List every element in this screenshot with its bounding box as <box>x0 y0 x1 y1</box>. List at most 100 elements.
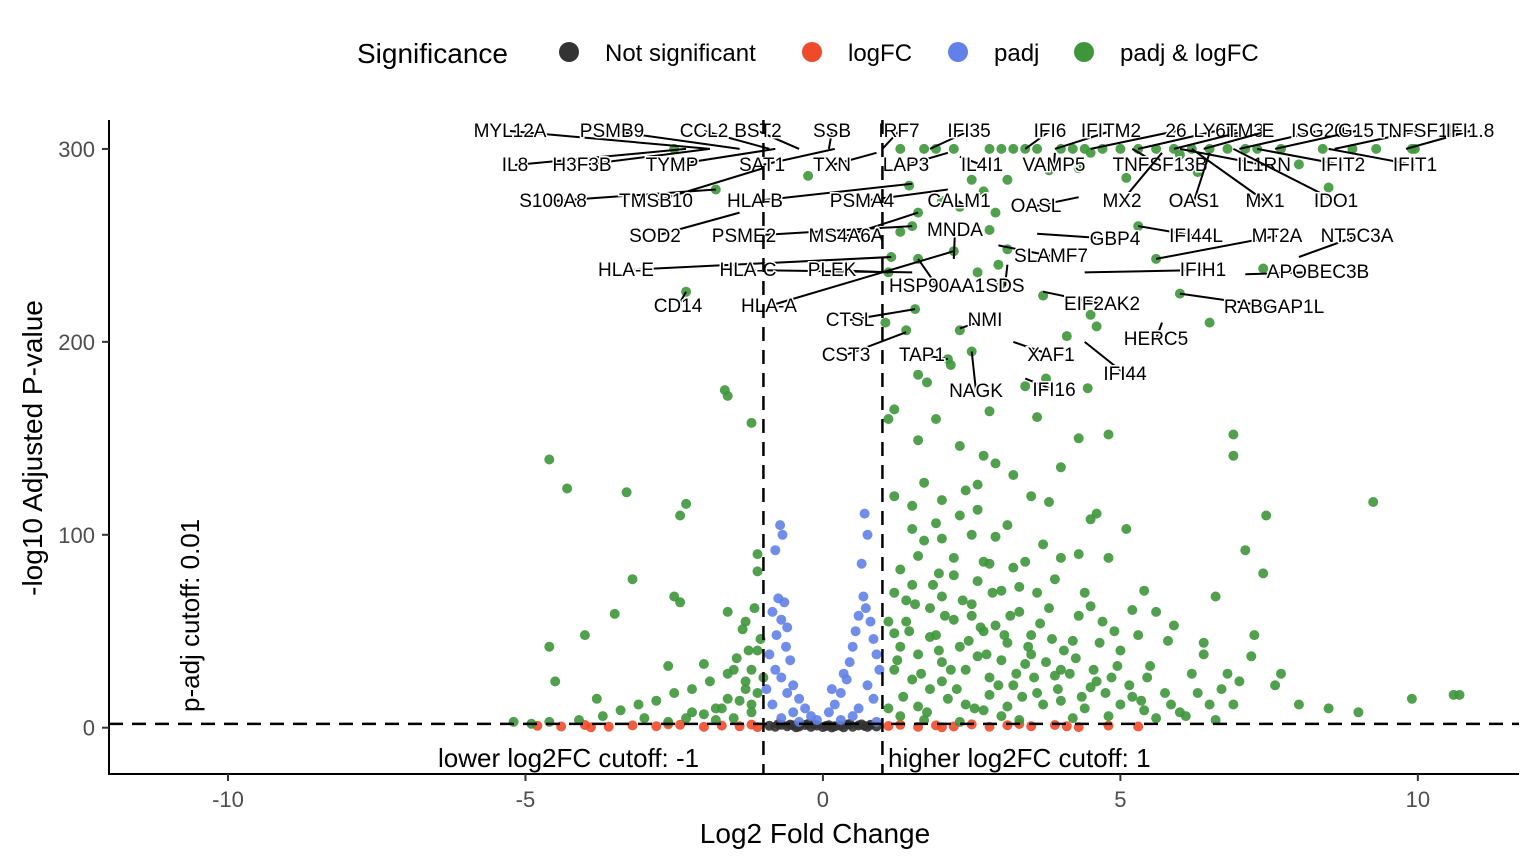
data-point <box>990 207 1001 218</box>
data-point <box>820 721 831 731</box>
legend-marker-padj <box>948 42 968 62</box>
x-axis-title: Log2 Fold Change <box>700 818 930 849</box>
data-point <box>913 701 924 712</box>
data-point <box>972 504 983 515</box>
data-point <box>1002 520 1013 531</box>
data-point <box>1002 701 1013 712</box>
data-point <box>785 655 796 666</box>
data-point <box>1029 672 1040 683</box>
data-point <box>782 688 793 698</box>
data-point <box>960 699 971 710</box>
higher-log2fc-cutoff-label: higher log2FC cutoff: 1 <box>888 743 1151 773</box>
data-point <box>936 657 947 668</box>
data-point <box>871 649 882 660</box>
data-point <box>1127 691 1138 702</box>
data-point <box>1228 699 1239 710</box>
data-point <box>1151 713 1162 724</box>
data-point <box>954 641 965 652</box>
gene-label-hsp90aa1: HSP90AA1 <box>889 276 985 297</box>
data-point <box>883 721 894 731</box>
label-leader-line <box>970 351 977 392</box>
gene-label-vamp5: VAMP5 <box>1022 155 1085 176</box>
data-point <box>922 377 932 388</box>
gene-label-oas1: OAS1 <box>1169 191 1220 212</box>
data-point <box>1038 699 1049 710</box>
data-point <box>936 196 947 206</box>
data-point <box>1133 721 1144 732</box>
data-point <box>904 180 915 191</box>
data-point <box>1151 143 1162 154</box>
data-point <box>1139 585 1150 596</box>
data-point <box>752 566 763 577</box>
gene-label-eif2ak2: EIF2AK2 <box>1064 294 1140 315</box>
label-leader-line <box>1137 130 1217 150</box>
data-point <box>1210 591 1221 602</box>
data-point <box>868 693 879 704</box>
data-point <box>615 705 626 716</box>
data-point <box>651 695 662 706</box>
gene-label-myl12a: MYL12A <box>474 121 547 142</box>
data-point <box>597 711 608 722</box>
data-point <box>767 699 778 710</box>
gene-label-ifi1-8: IFI1.8 <box>1446 121 1495 142</box>
data-point <box>1026 491 1037 502</box>
data-point <box>829 699 840 710</box>
data-point <box>574 715 584 725</box>
data-point <box>663 716 674 727</box>
gene-label-ssb: SSB <box>813 121 851 142</box>
data-point <box>1258 263 1269 274</box>
data-point <box>907 524 918 534</box>
data-point <box>1073 549 1084 560</box>
label-leader-line <box>1054 130 1112 150</box>
data-point <box>1055 695 1066 706</box>
gene-label-ifi16: IFI16 <box>1032 380 1075 401</box>
data-point <box>746 417 757 428</box>
data-point <box>996 711 1007 722</box>
label-leader-line <box>1405 130 1471 150</box>
data-point <box>963 635 974 646</box>
data-point <box>1002 174 1013 185</box>
data-point <box>948 143 959 154</box>
label-leader-line <box>514 147 687 166</box>
data-point <box>776 713 787 724</box>
label-leader-line <box>1245 271 1319 276</box>
label-leader-line <box>1138 225 1197 237</box>
label-leader-line <box>677 291 687 307</box>
data-point <box>919 477 930 488</box>
data-point <box>936 676 947 687</box>
x-axis-ticks: -10 -5 0 5 10 <box>212 774 1430 812</box>
data-point <box>966 174 977 185</box>
gene-label-g15: G15 <box>1338 121 1374 142</box>
data-point <box>1317 143 1328 154</box>
data-point <box>1293 159 1304 170</box>
data-point <box>1145 661 1156 671</box>
data-point <box>1008 470 1019 480</box>
data-point <box>1136 695 1147 706</box>
data-point <box>978 705 989 716</box>
data-point <box>1017 691 1028 702</box>
label-leader-line <box>768 250 955 307</box>
data-point <box>913 551 924 561</box>
data-point <box>1032 587 1043 598</box>
legend-marker-not-significant <box>559 42 579 62</box>
data-point <box>895 143 906 154</box>
data-point <box>710 715 721 725</box>
data-point <box>954 716 965 727</box>
gene-label-ido1: IDO1 <box>1314 191 1358 212</box>
gene-label-ifi35: IFI35 <box>947 121 990 142</box>
data-point <box>1038 539 1049 550</box>
data-point <box>722 693 733 704</box>
data-point <box>1070 653 1081 664</box>
label-leader-line <box>1012 340 1052 356</box>
data-point <box>785 719 796 730</box>
data-point <box>1076 691 1087 702</box>
gene-label-cd14: CD14 <box>654 296 703 317</box>
data-point <box>800 703 811 714</box>
label-leader-line <box>1090 130 1177 150</box>
data-point <box>1094 637 1105 648</box>
data-point <box>883 703 894 714</box>
label-leader-line <box>1053 152 1056 166</box>
data-point <box>1073 433 1084 444</box>
label-leader-line <box>754 182 913 202</box>
gene-label-tnfsf10: TNFSF10 <box>1377 121 1459 142</box>
